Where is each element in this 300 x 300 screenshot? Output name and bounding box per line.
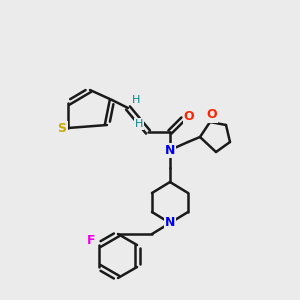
- Text: N: N: [165, 217, 175, 230]
- Text: H: H: [135, 119, 143, 129]
- Text: H: H: [132, 95, 140, 105]
- Text: O: O: [207, 109, 217, 122]
- Text: S: S: [58, 122, 67, 134]
- Text: O: O: [184, 110, 194, 124]
- Text: F: F: [87, 235, 95, 248]
- Text: N: N: [165, 143, 175, 157]
